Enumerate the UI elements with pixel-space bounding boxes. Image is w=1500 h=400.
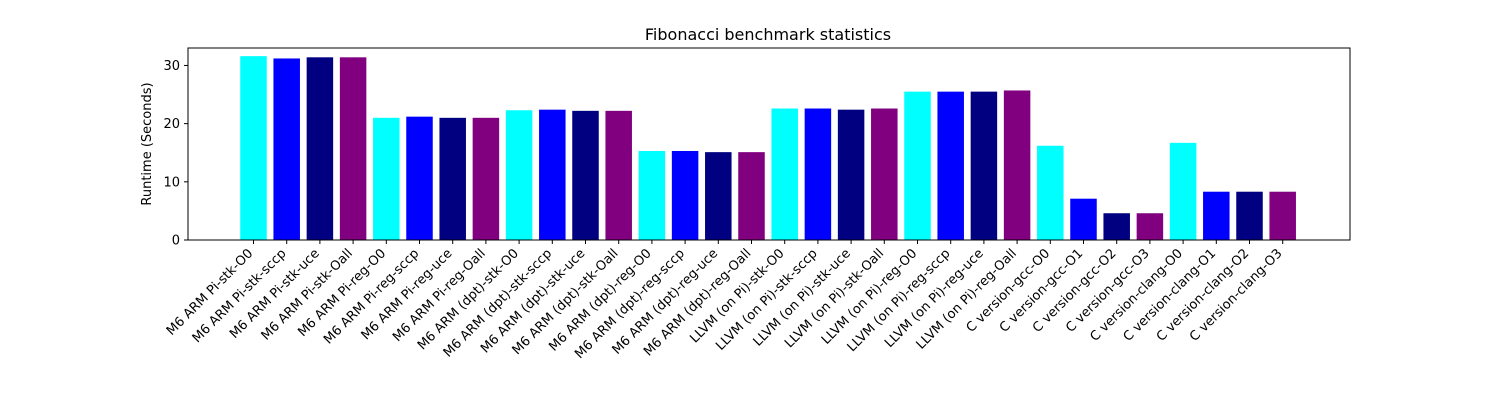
bar — [1169, 142, 1197, 240]
bar — [1203, 191, 1230, 240]
bar — [439, 117, 466, 240]
bar — [904, 91, 931, 240]
bar — [306, 57, 334, 241]
bar — [472, 117, 500, 240]
bar — [1103, 213, 1130, 240]
bar — [406, 116, 433, 240]
bar — [572, 110, 599, 240]
y-tick-label: 10 — [163, 175, 180, 190]
y-ticks-group: 0 10 20 30 — [163, 59, 188, 249]
bar — [970, 91, 998, 240]
bar — [1269, 191, 1296, 240]
bar — [505, 110, 533, 240]
bar — [1070, 198, 1097, 240]
bar — [705, 152, 732, 240]
bar — [539, 109, 566, 240]
chart-title: Fibonacci benchmark statistics — [645, 25, 891, 44]
bar — [771, 108, 798, 240]
bar — [738, 152, 765, 240]
bar — [605, 110, 632, 240]
y-tick-label: 20 — [163, 117, 180, 132]
bar — [373, 117, 400, 240]
bar — [1236, 191, 1263, 240]
bar — [671, 150, 699, 240]
bar — [240, 56, 267, 241]
bar — [837, 109, 865, 240]
bar — [937, 91, 964, 240]
bar — [638, 150, 666, 240]
bar — [804, 108, 832, 240]
y-axis-label: Runtime (Seconds) — [140, 82, 155, 205]
bar — [1136, 213, 1164, 240]
bar — [1037, 145, 1064, 240]
bars-group — [240, 56, 1296, 241]
plot-frame — [187, 47, 1351, 241]
bar — [339, 57, 367, 241]
y-tick-label: 30 — [163, 59, 180, 74]
bar — [1003, 90, 1031, 240]
y-tick-label: 0 — [172, 234, 180, 249]
bar — [273, 58, 300, 240]
bar — [871, 108, 898, 240]
